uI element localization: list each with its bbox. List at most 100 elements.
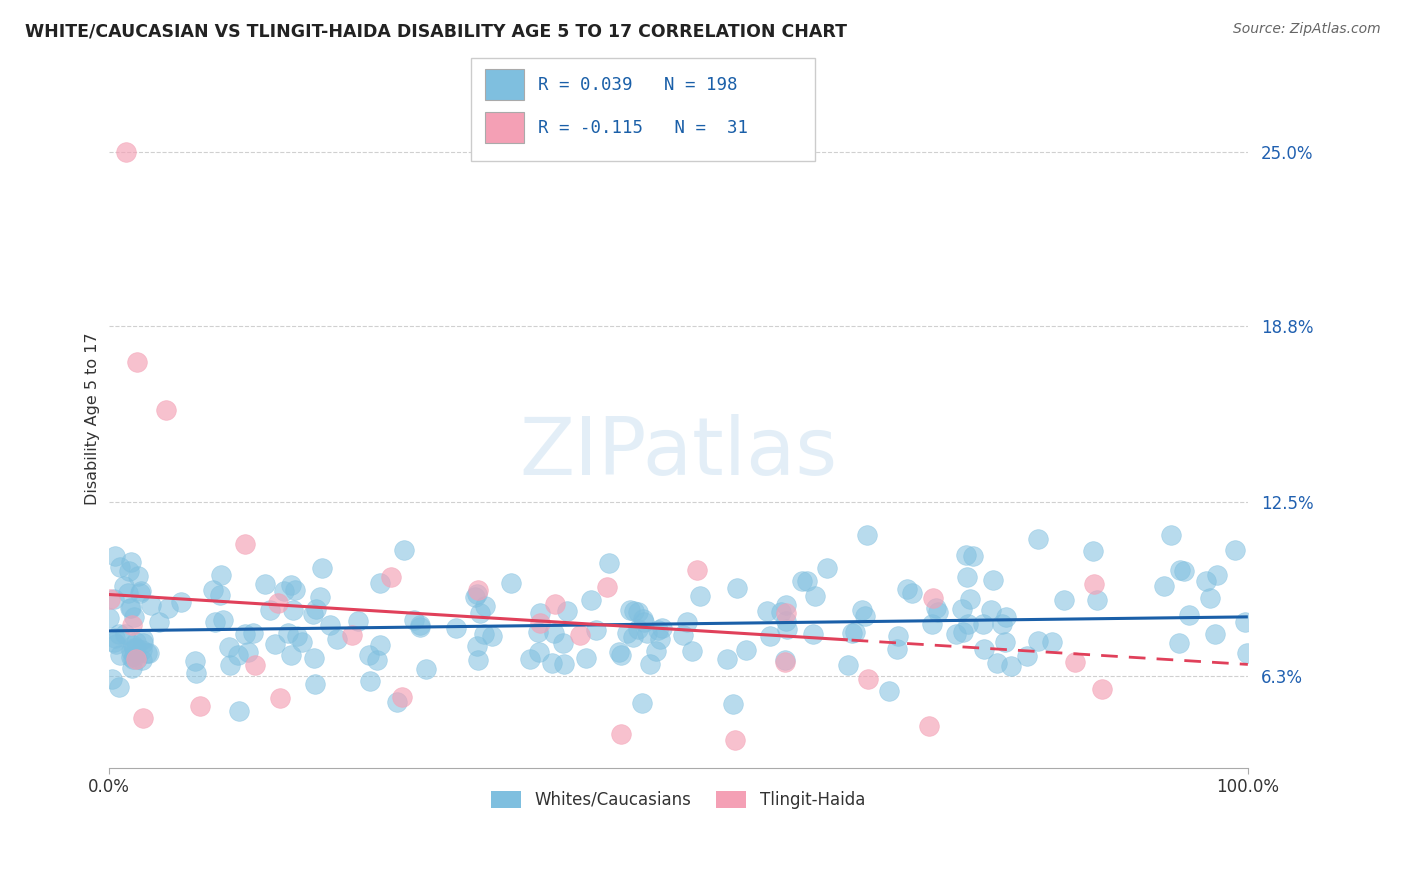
Point [211, 613, 233, 627]
Point [340, 628, 363, 642]
Point [122, 649, 145, 664]
Point [202, 582, 225, 597]
Point [415, 662, 437, 676]
Point [636, 626, 658, 640]
Point [464, 591, 486, 605]
Legend: Whites/Caucasians, Tlingit-Haida: Whites/Caucasians, Tlingit-Haida [485, 784, 872, 815]
Point [188, 699, 211, 714]
Point [1206, 568, 1229, 582]
Point [1168, 563, 1191, 577]
Point [621, 630, 644, 644]
Point [596, 581, 619, 595]
Point [122, 652, 145, 666]
Point [242, 626, 264, 640]
Point [121, 618, 143, 632]
Point [956, 570, 979, 584]
Point [209, 588, 232, 602]
Point [368, 576, 391, 591]
Point [325, 632, 347, 646]
Point [581, 593, 603, 607]
Point [114, 145, 136, 160]
Point [283, 603, 305, 617]
Point [1160, 528, 1182, 542]
Point [156, 601, 179, 615]
Point [301, 607, 323, 621]
Point [672, 627, 695, 641]
Point [648, 632, 671, 647]
Point [1081, 543, 1104, 558]
Point [124, 640, 146, 655]
Point [1195, 574, 1218, 588]
Point [209, 567, 232, 582]
Point [1026, 633, 1049, 648]
Point [291, 635, 314, 649]
Point [877, 684, 900, 698]
Point [121, 661, 143, 675]
Point [755, 604, 778, 618]
Point [1168, 635, 1191, 649]
Point [1083, 577, 1105, 591]
Point [804, 589, 827, 603]
Point [519, 652, 541, 666]
Point [994, 609, 1017, 624]
Point [277, 625, 299, 640]
Point [122, 640, 145, 655]
Point [474, 599, 496, 614]
Point [543, 626, 565, 640]
Point [775, 614, 797, 628]
Point [129, 586, 152, 600]
Point [773, 653, 796, 667]
Point [131, 643, 153, 657]
Point [962, 549, 984, 563]
Point [467, 653, 489, 667]
Point [959, 591, 981, 606]
Point [131, 584, 153, 599]
Point [409, 618, 432, 632]
Point [472, 626, 495, 640]
Point [138, 646, 160, 660]
Point [368, 638, 391, 652]
Point [132, 632, 155, 647]
Point [108, 681, 131, 695]
Point [280, 648, 302, 662]
Point [104, 549, 127, 564]
Point [776, 623, 799, 637]
Point [120, 650, 142, 665]
Point [886, 642, 908, 657]
Point [141, 598, 163, 612]
Point [925, 601, 948, 615]
Point [927, 605, 949, 619]
Point [366, 653, 388, 667]
Text: R = 0.039   N = 198: R = 0.039 N = 198 [538, 76, 738, 94]
Point [619, 602, 641, 616]
Point [1173, 564, 1195, 578]
Point [527, 645, 550, 659]
Point [481, 629, 503, 643]
Point [1204, 627, 1226, 641]
Point [305, 602, 328, 616]
Point [631, 696, 654, 710]
Point [627, 622, 650, 636]
Point [609, 645, 631, 659]
Text: WHITE/CAUCASIAN VS TLINGIT-HAIDA DISABILITY AGE 5 TO 17 CORRELATION CHART: WHITE/CAUCASIAN VS TLINGIT-HAIDA DISABIL… [25, 22, 848, 40]
Point [986, 657, 1008, 671]
Point [302, 651, 325, 665]
Point [855, 528, 877, 542]
Point [470, 606, 492, 620]
Point [952, 625, 974, 640]
Point [135, 646, 157, 660]
Point [465, 639, 488, 653]
Point [226, 648, 249, 662]
Point [117, 586, 139, 600]
Point [311, 560, 333, 574]
Point [120, 555, 142, 569]
Point [98, 592, 121, 607]
Point [626, 605, 648, 619]
Point [638, 657, 661, 671]
Point [235, 537, 257, 551]
Point [1225, 542, 1247, 557]
Point [568, 628, 591, 642]
Point [553, 657, 575, 671]
Point [465, 587, 488, 601]
Point [676, 615, 699, 630]
